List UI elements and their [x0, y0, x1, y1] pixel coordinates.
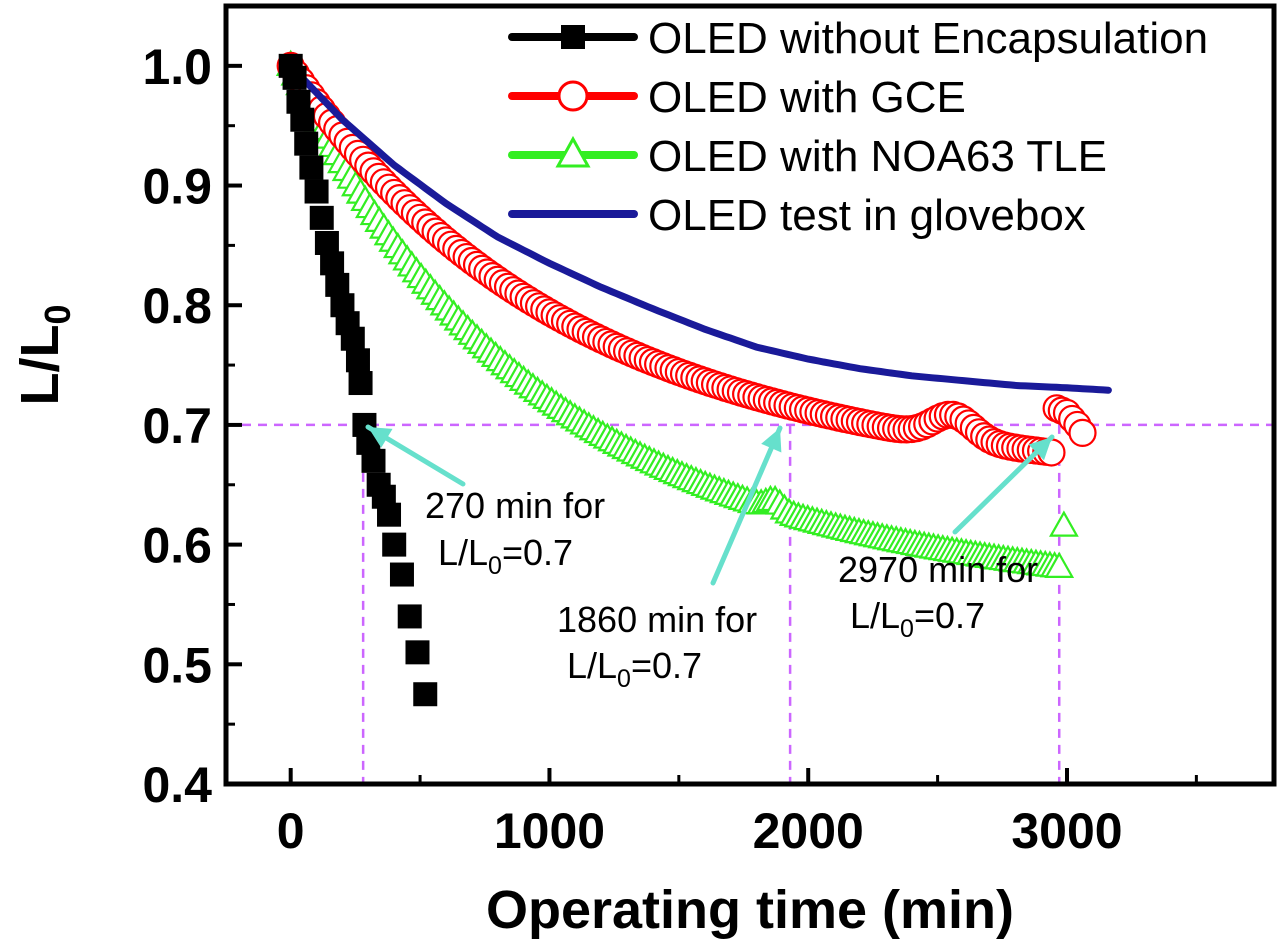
without-encap-marker: [348, 371, 373, 396]
legend-item-1: OLED with GCE: [508, 73, 966, 122]
y-tick-label-0.6: 0.6: [142, 518, 212, 574]
arrow-1860-head: [761, 428, 782, 453]
without-encap-marker: [377, 502, 402, 527]
arrow-1860-shaft: [710, 425, 783, 586]
series-glovebox: [287, 62, 1112, 394]
noa63-marker: [1044, 551, 1075, 578]
annotation-270: 270 min for: [425, 485, 605, 526]
legend-item-3: OLED test in glovebox: [508, 191, 1086, 240]
arrow-270-head: [368, 427, 393, 448]
without-encap-marker: [309, 205, 334, 230]
y-tick-label-0.7: 0.7: [142, 398, 212, 454]
glovebox-line: [287, 62, 1112, 394]
annotation-270-formula: L/L0=0.7: [438, 532, 573, 580]
without-encap-marker: [294, 131, 319, 156]
y-axis-title: L/L0: [10, 304, 78, 405]
y-tick-label-0.9: 0.9: [142, 159, 212, 215]
x-tick-label-1000: 1000: [494, 803, 605, 859]
without-encap-marker: [413, 682, 438, 707]
x-tick-label-0: 0: [277, 803, 305, 859]
without-encap-marker: [325, 272, 350, 297]
without-encap-marker: [397, 604, 422, 629]
annotation-1860: 1860 min for: [557, 599, 757, 640]
legend-label: OLED with NOA63 TLE: [648, 132, 1107, 181]
without-encap-marker: [304, 179, 329, 204]
series-without-encapsulation: [278, 53, 438, 707]
arrow-2970: [952, 434, 1055, 535]
arrow-270: [365, 424, 466, 487]
annotation-2970: 2970 min for: [838, 549, 1038, 590]
without-encap-marker: [290, 107, 315, 132]
arrows-layer: [365, 424, 1055, 586]
arrow-2970-head: [1028, 437, 1052, 461]
y-tick-label-0.5: 0.5: [142, 637, 212, 693]
plot-frame: [223, 3, 1277, 787]
legend-label: OLED test in glovebox: [648, 191, 1086, 240]
arrow-2970-shaft: [952, 434, 1055, 535]
series-noa63-tle: [275, 49, 1079, 578]
legend-label: OLED without Encapsulation: [648, 14, 1208, 63]
x-tick-label-2000: 2000: [753, 803, 864, 859]
legend-item-2: OLED with NOA63 TLE: [508, 132, 1107, 181]
without-encap-marker: [314, 230, 339, 255]
without-encap-marker: [382, 532, 407, 557]
y-tick-label-1.0: 1.0: [142, 39, 212, 95]
y-tick-label-0.4: 0.4: [142, 757, 212, 813]
legend-marker: [557, 80, 589, 112]
without-encap-marker: [405, 640, 430, 665]
series-gce: [276, 51, 1097, 467]
noa63-marker: [1048, 510, 1079, 537]
without-encap-marker: [282, 65, 307, 90]
ticks-layer: 0 1000 2000 3000 0.4 0.5 0.6 0.7 0.8 0.9 1.0: [142, 39, 1198, 859]
without-encap-marker: [361, 448, 386, 473]
legend: OLED without Encapsulation OLED with GCE O…: [508, 14, 1208, 240]
without-encap-marker: [299, 155, 324, 180]
without-encap-marker: [340, 326, 365, 351]
annotation-2970-formula: L/L0=0.7: [850, 595, 985, 643]
x-tick-label-3000: 3000: [1011, 803, 1122, 859]
without-encap-marker: [345, 348, 370, 373]
legend-item-0: OLED without Encapsulation: [508, 14, 1208, 63]
x-axis-title: Operating time (min): [486, 880, 1014, 940]
without-encap-marker: [389, 562, 414, 587]
series-layer: [275, 49, 1112, 707]
without-encap-marker: [320, 251, 345, 276]
legend-marker: [561, 25, 585, 49]
reference-lines: [226, 423, 1274, 784]
legend-label: OLED with GCE: [648, 73, 966, 122]
gce-marker: [1068, 418, 1097, 448]
arrow-1860: [710, 425, 783, 586]
annotations: 270 min for L/L0=0.7 1860 min for L/L0=0…: [425, 485, 1038, 693]
legend-marker: [555, 135, 591, 168]
y-tick-label-0.8: 0.8: [142, 278, 212, 334]
annotation-1860-formula: L/L0=0.7: [567, 645, 702, 693]
